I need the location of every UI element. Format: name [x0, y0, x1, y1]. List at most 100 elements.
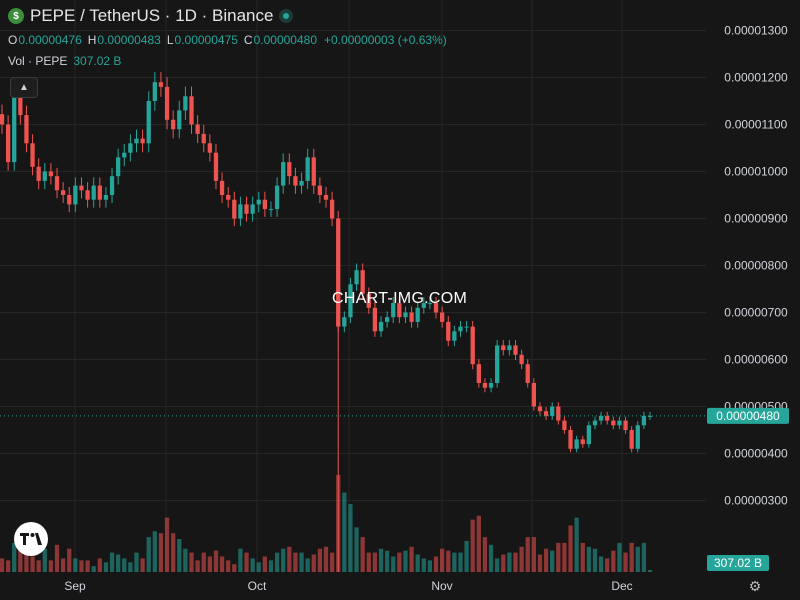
- candle-body: [323, 195, 329, 200]
- candle-body: [262, 199, 268, 210]
- candle-body: [201, 133, 206, 144]
- volume-bar: [109, 552, 115, 572]
- volume-bar: [482, 537, 488, 572]
- open-label: O: [8, 33, 18, 47]
- volume-bar: [287, 546, 292, 572]
- tradingview-logo-icon: [20, 533, 42, 545]
- candle-body: [274, 185, 280, 210]
- candle-body: [342, 317, 347, 327]
- market-status-icon[interactable]: [279, 9, 294, 23]
- volume-bar: [513, 552, 518, 572]
- volume-bar: [586, 546, 592, 572]
- price-tick-label: 0.00000600: [724, 353, 788, 367]
- volume-bar: [85, 560, 90, 572]
- volume-bar: [30, 556, 35, 572]
- volume-bar: [598, 556, 604, 572]
- volume-bar: [207, 556, 212, 572]
- candle-body: [146, 101, 151, 144]
- price-tick-label: 0.00001300: [724, 24, 788, 38]
- volume-bar: [116, 554, 121, 572]
- volume-bar: [268, 560, 274, 572]
- volume-bar: [354, 527, 359, 572]
- candle-body: [226, 195, 231, 200]
- symbol-title[interactable]: PEPE / TetherUS · 1D · Binance: [30, 6, 274, 25]
- candle-body: [128, 143, 133, 153]
- volume-bar: [470, 519, 475, 572]
- change-value: +0.00000003 (+0.63%): [324, 33, 447, 47]
- candle-body: [537, 406, 543, 412]
- volume-bar: [134, 552, 139, 572]
- volume-bar: [342, 492, 347, 572]
- volume-bar: [519, 546, 524, 572]
- chevron-up-icon: ▲: [19, 82, 29, 93]
- volume-bar: [12, 542, 17, 572]
- volume-bars: [0, 475, 653, 572]
- volume-bar: [250, 558, 255, 572]
- volume-value: 307.02 B: [73, 54, 122, 68]
- volume-bar: [73, 558, 78, 572]
- candle-body: [519, 354, 524, 365]
- open-value: 0.00000476: [18, 33, 82, 47]
- gear-icon[interactable]: ⚙: [748, 577, 762, 594]
- volume-bar: [232, 564, 237, 572]
- volume-bar: [464, 540, 469, 572]
- candle-body: [256, 199, 261, 205]
- candle-body: [531, 383, 536, 407]
- candle-body: [354, 270, 359, 285]
- close-value: 0.00000480: [253, 33, 317, 47]
- candle-body: [152, 82, 157, 101]
- volume-bar: [299, 552, 304, 572]
- candle-body: [458, 326, 463, 332]
- volume-bar: [452, 552, 457, 572]
- candle-body: [91, 185, 96, 200]
- last-volume-label: 307.02 B: [714, 556, 762, 570]
- candle-body: [0, 114, 5, 125]
- candle-body: [611, 420, 616, 426]
- volume-bar: [458, 552, 463, 572]
- volume-bar: [384, 550, 390, 572]
- volume-bar: [391, 556, 396, 572]
- volume-bar: [36, 560, 41, 572]
- volume-bar: [562, 542, 567, 572]
- candle-body: [427, 303, 433, 305]
- price-tick-label: 0.00000800: [724, 259, 788, 273]
- volume-bar: [476, 515, 481, 572]
- high-value: 0.00000483: [97, 33, 161, 47]
- collapse-legend-button[interactable]: ▲: [10, 77, 38, 98]
- time-axis: Sep Oct Nov Dec: [64, 579, 632, 593]
- candle-body: [103, 195, 109, 200]
- volume-bar: [244, 552, 249, 572]
- candle-body: [470, 326, 475, 365]
- candle-body: [219, 180, 225, 195]
- candle-body: [605, 415, 610, 421]
- volume-bar: [550, 550, 555, 572]
- candle-body: [421, 303, 426, 308]
- price-tick-label: 0.00001100: [725, 118, 788, 132]
- volume-bar: [195, 560, 200, 572]
- volume-bar: [54, 544, 60, 572]
- volume-bar: [641, 542, 647, 572]
- candle-body: [24, 115, 29, 144]
- price-tick-label: 0.00000300: [724, 494, 788, 508]
- candle-body: [287, 162, 292, 177]
- candle-body: [317, 185, 323, 195]
- candle-body: [177, 110, 182, 130]
- tradingview-logo[interactable]: [14, 522, 48, 556]
- candle-body: [116, 157, 121, 177]
- volume-bar: [360, 537, 365, 572]
- candle-body: [440, 312, 445, 322]
- volume-bar: [183, 548, 188, 572]
- candle-body: [464, 326, 469, 328]
- candle-body: [507, 345, 512, 351]
- volume-bar: [5, 560, 11, 572]
- time-tick-label: Oct: [248, 579, 267, 593]
- volume-bar: [568, 525, 573, 572]
- volume-bar: [421, 558, 426, 572]
- volume-bar: [140, 558, 145, 572]
- volume-bar: [311, 554, 316, 572]
- candle-body: [5, 124, 11, 163]
- volume-bar: [580, 542, 585, 572]
- volume-bar: [323, 546, 329, 572]
- volume-bar: [281, 548, 286, 572]
